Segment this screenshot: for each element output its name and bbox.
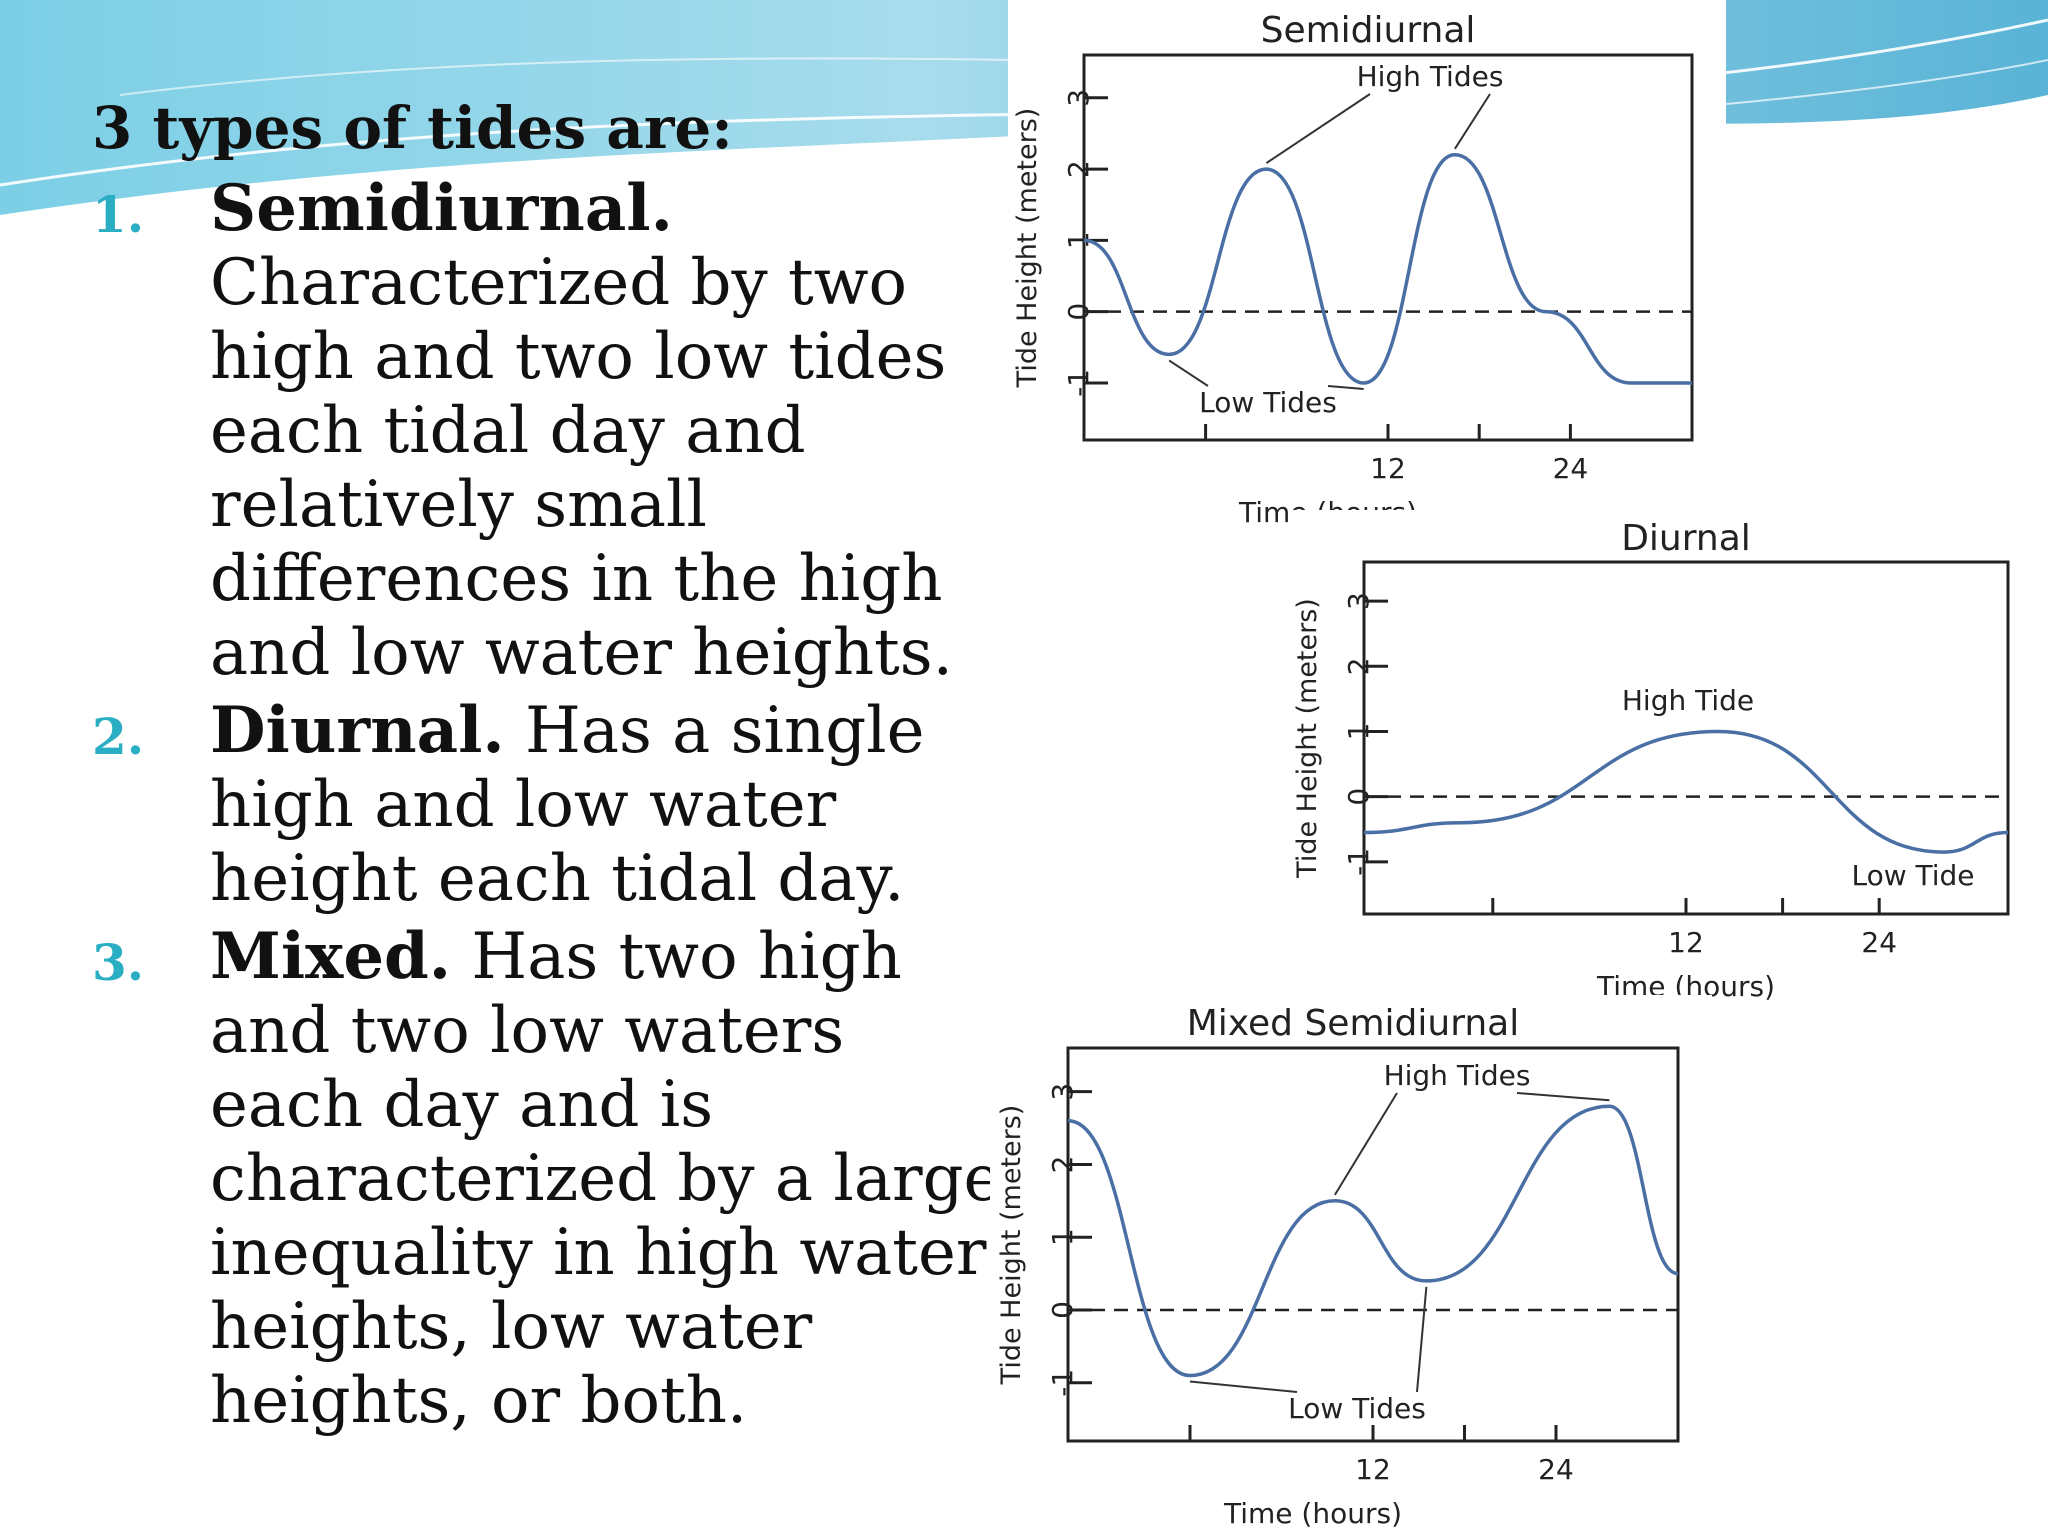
tide-series-line	[1068, 1104, 1678, 1378]
x-tick-label: 24	[1538, 1453, 1574, 1486]
y-tick-label: 3	[1046, 1083, 1079, 1101]
chart-title: Semidiurnal	[1261, 10, 1476, 51]
annotation-leader-line	[1454, 93, 1491, 150]
plot-frame	[1082, 53, 1694, 442]
chart-title: Mixed Semidiurnal	[1187, 1003, 1520, 1044]
list-number: 3.	[92, 932, 145, 992]
y-tick-label: 0	[1342, 788, 1375, 806]
list-number: 2.	[92, 706, 145, 766]
slide-title: 3 types of tides are:	[92, 94, 733, 162]
annotation-leader-line	[1189, 1380, 1298, 1393]
annotation-label: High Tides	[1384, 1059, 1531, 1092]
annotation-leader-line	[1416, 1286, 1428, 1393]
y-tick-label: 2	[1342, 657, 1375, 675]
x-axis-label: Time (hours)	[1223, 1497, 1402, 1530]
chart-title: Diurnal	[1621, 518, 1751, 559]
y-tick-label: 3	[1062, 89, 1095, 107]
plot-frame	[1066, 1046, 1680, 1443]
list-item-mixed: 3. Mixed. Has two high and two low water…	[92, 918, 1012, 1438]
list-item-diurnal: 2. Diurnal. Has a single high and low wa…	[92, 692, 1012, 916]
y-tick-label: 0	[1046, 1301, 1079, 1319]
mixed-semidiurnal-chart-panel: Mixed Semidiurnal -1 0 1 2 3 12 24 Time (hours) T…	[990, 995, 1712, 1536]
y-tick-label: 1	[1062, 231, 1095, 249]
description: Has a single high and low water height e…	[210, 693, 925, 916]
x-tick-label: 24	[1861, 926, 1897, 959]
diurnal-chart-panel: Diurnal -1 0 1 2 3 12 24 Time (hours) Tide Height…	[1288, 510, 2023, 1000]
y-tick-label: -1	[1342, 848, 1375, 876]
annotation-label: High Tide	[1622, 684, 1754, 717]
annotation-label: Low Tide	[1851, 859, 1974, 892]
x-tick-label: 12	[1668, 926, 1704, 959]
y-tick-label: 2	[1062, 160, 1095, 178]
description: Has two high and two low waters each day…	[210, 919, 1002, 1438]
annotation-leader-line	[1168, 359, 1209, 387]
y-tick-label: 1	[1342, 723, 1375, 741]
y-tick-label: -1	[1062, 369, 1095, 397]
y-axis-label: Tide Height (meters)	[996, 1105, 1027, 1386]
y-tick-label: -1	[1046, 1369, 1079, 1397]
term: Mixed.	[210, 918, 452, 994]
list-item-semidiurnal: 1. Semidiurnal. Characterized by two hig…	[92, 170, 1012, 690]
y-axis-label: Tide Height (meters)	[1012, 108, 1043, 389]
x-tick-label: 12	[1355, 1453, 1391, 1486]
y-tick-label: 1	[1046, 1228, 1079, 1246]
annotation-leader-line	[1265, 93, 1371, 164]
term: Semidiurnal.	[210, 170, 673, 246]
tide-series-line	[1084, 153, 1692, 385]
term: Diurnal.	[210, 692, 505, 768]
annotation-label: Low Tides	[1199, 386, 1337, 419]
annotation-leader-line	[1334, 1092, 1398, 1196]
y-axis-label: Tide Height (meters)	[1292, 598, 1323, 879]
list-number: 1.	[92, 184, 145, 244]
annotation-leader-line	[1327, 385, 1364, 390]
x-tick-label: 24	[1553, 452, 1589, 485]
x-tick-label: 12	[1370, 452, 1406, 485]
slide-content: 3 types of tides are: 1. Semidiurnal. Ch…	[92, 95, 1012, 1442]
annotation-label: Low Tides	[1288, 1392, 1426, 1425]
y-tick-label: 0	[1062, 303, 1095, 321]
description: Characterized by two high and two low ti…	[210, 245, 953, 690]
tide-series-line	[1364, 729, 2008, 854]
y-tick-label: 3	[1342, 592, 1375, 610]
annotation-leader-line	[1516, 1092, 1610, 1102]
y-tick-label: 2	[1046, 1156, 1079, 1174]
annotation-label: High Tides	[1357, 60, 1504, 93]
